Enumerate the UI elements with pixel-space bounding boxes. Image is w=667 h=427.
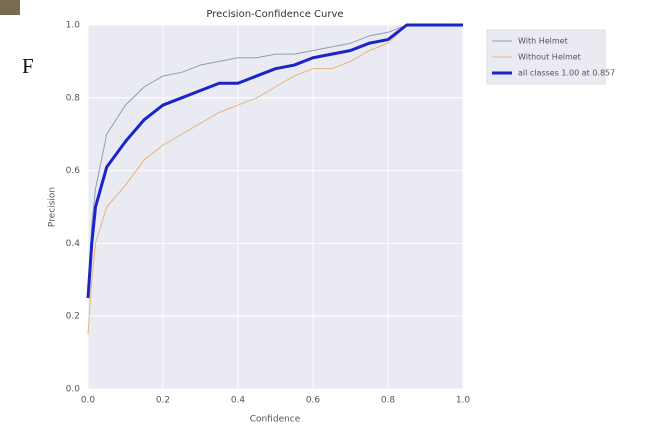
x-tick-label: 0.2 (156, 396, 170, 406)
series-line (86, 23, 463, 299)
legend-label: With Helmet (518, 37, 568, 46)
series-line (87, 24, 463, 335)
legend-label: all classes 1.00 at 0.857 (518, 69, 615, 78)
y-tick-label: 0.8 (66, 93, 81, 103)
legend-label: Without Helmet (518, 53, 581, 62)
y-tick-label: 1.0 (66, 21, 81, 31)
chart-title: Precision-Confidence Curve (206, 9, 343, 20)
x-axis-label: Confidence (250, 415, 301, 425)
y-tick-label: 0.2 (66, 312, 80, 322)
plot-background (88, 25, 463, 389)
x-tick-label: 0.4 (231, 396, 246, 406)
y-tick-label: 0.4 (66, 239, 81, 249)
x-tick-label: 1.0 (456, 396, 471, 406)
y-tick-label: 0.0 (66, 385, 81, 395)
y-tick-label: 0.6 (66, 166, 81, 176)
series-line (87, 24, 463, 299)
x-tick-label: 0.0 (81, 396, 96, 406)
x-tick-label: 0.6 (306, 396, 321, 406)
x-tick-label: 0.8 (381, 396, 396, 406)
stray-text: F (22, 54, 34, 78)
y-axis-label: Precision (48, 187, 58, 227)
thumbnail-fragment (0, 0, 20, 15)
